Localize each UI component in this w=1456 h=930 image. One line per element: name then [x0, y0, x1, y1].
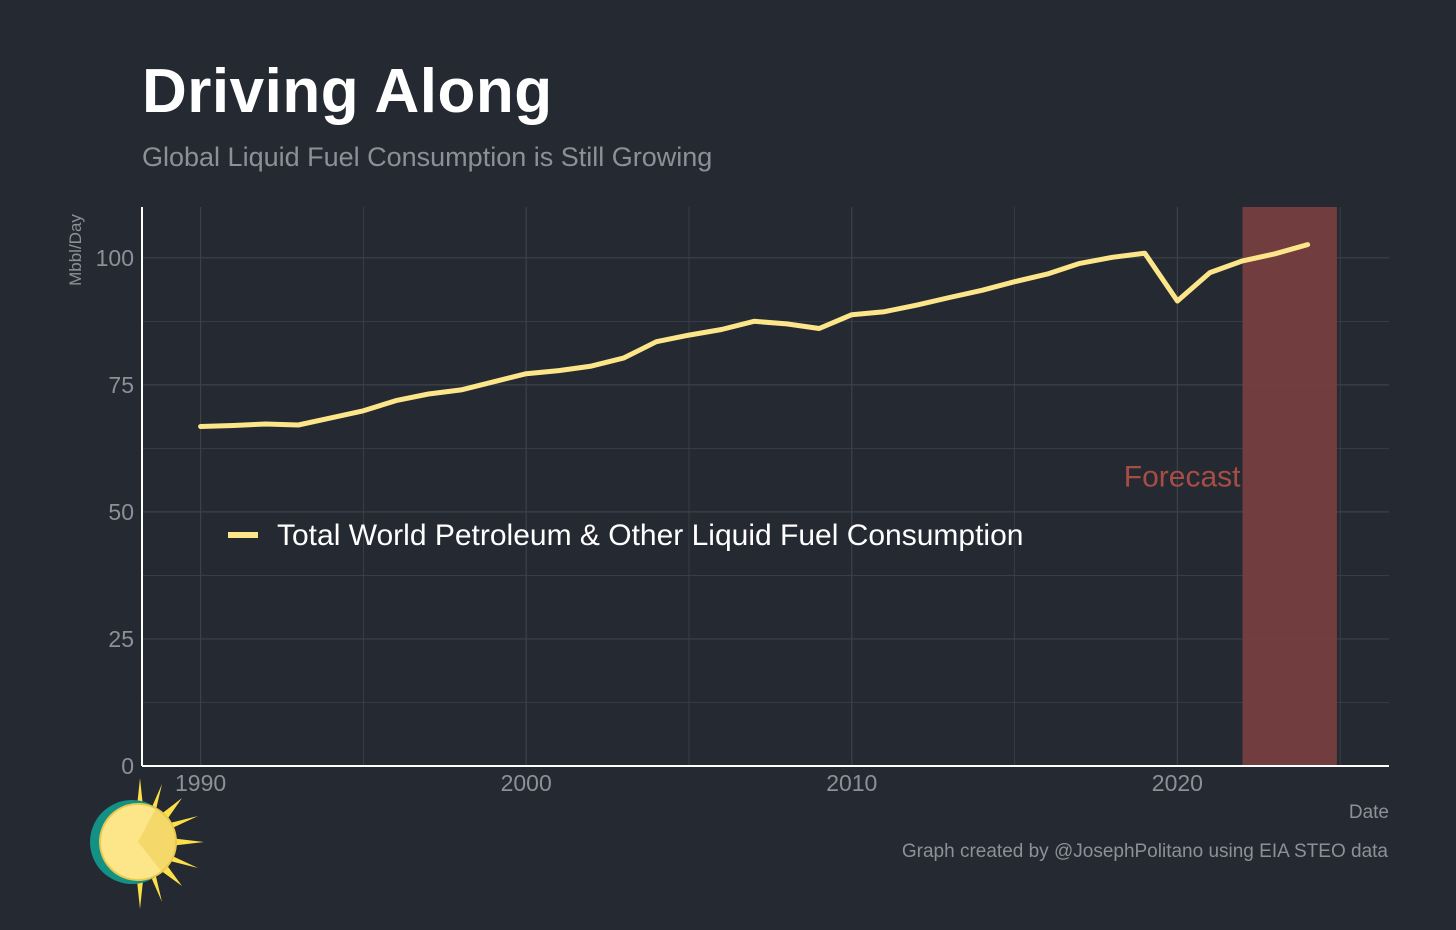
- series-line: [198, 242, 1311, 429]
- y-tick-label: 100: [96, 245, 134, 271]
- y-tick-label: 50: [108, 499, 134, 525]
- forecast-label: Forecast: [1124, 461, 1241, 494]
- x-tick-label: 2000: [501, 770, 552, 796]
- chart-subtitle: Global Liquid Fuel Consumption is Still …: [142, 142, 713, 172]
- x-tick-label: 2010: [826, 770, 877, 796]
- chart-title: Driving Along: [142, 57, 553, 126]
- tick-labels: 0 25 50 75 100 1990 2000 2010 2020: [96, 245, 1203, 796]
- x-axis-label: Date: [1349, 802, 1389, 823]
- axes: [141, 207, 1389, 767]
- source-credit: Graph created by @JosephPolitano using E…: [901, 841, 1388, 862]
- x-tick-label: 1990: [175, 770, 226, 796]
- legend-label: Total World Petroleum & Other Liquid Fue…: [277, 519, 1023, 552]
- x-tick-label: 2020: [1152, 770, 1203, 796]
- y-axis-label: Mbbl/Day: [66, 214, 85, 286]
- forecast-band: [1242, 207, 1337, 766]
- sun-icon: [90, 778, 204, 909]
- y-tick-label: 25: [108, 626, 134, 652]
- y-tick-label: 75: [108, 372, 134, 398]
- legend: Total World Petroleum & Other Liquid Fue…: [228, 519, 1023, 552]
- y-tick-label: 0: [121, 753, 134, 779]
